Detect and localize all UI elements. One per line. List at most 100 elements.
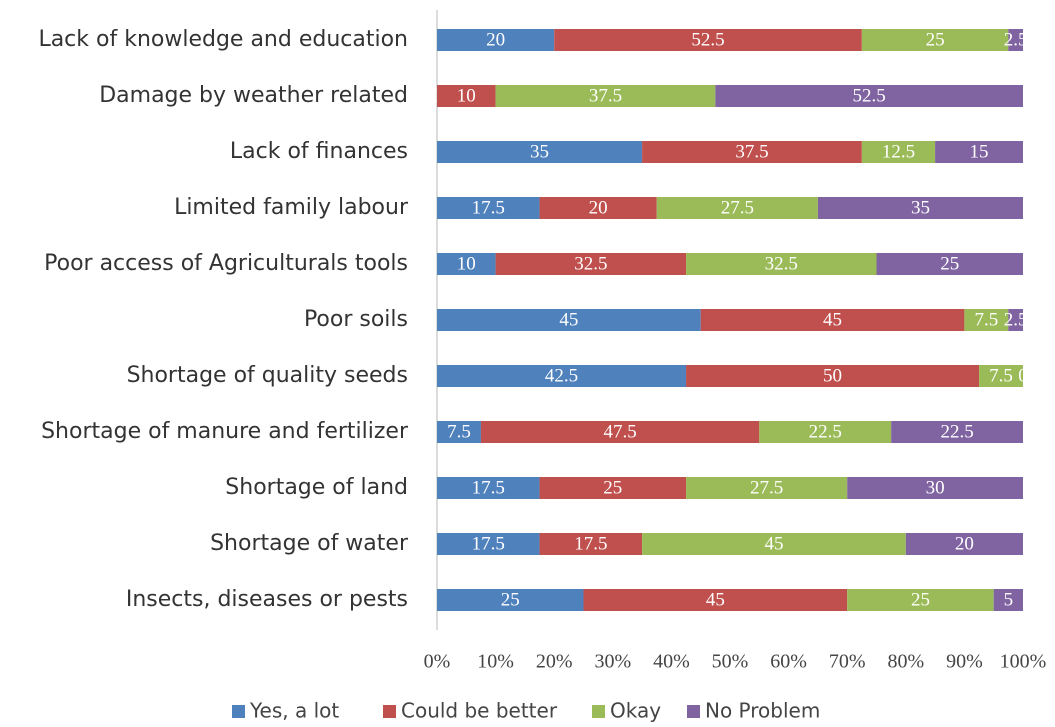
- bar-segment: [935, 141, 1023, 163]
- bar-segment: [847, 589, 994, 611]
- bar-segment: [437, 29, 555, 51]
- bar-segment: [554, 29, 862, 51]
- bar-segment: [979, 365, 1023, 387]
- value-label: 17.5: [472, 197, 505, 218]
- x-tick-label: 100%: [1000, 651, 1047, 673]
- category-label: Insects, diseases or pests: [126, 587, 408, 612]
- legend-label: Could be better: [401, 699, 558, 723]
- bar-segment: [642, 141, 862, 163]
- legend-swatch: [687, 705, 700, 718]
- value-label: 37.5: [589, 85, 622, 106]
- x-tick-label: 60%: [770, 651, 807, 673]
- value-label: 45: [559, 309, 578, 330]
- value-label: 32.5: [574, 253, 607, 274]
- value-label: 27.5: [750, 477, 783, 498]
- bar-segment: [539, 197, 657, 219]
- value-label: 20: [955, 533, 974, 554]
- bar-segment: [495, 85, 716, 107]
- value-label: 32.5: [765, 253, 798, 274]
- bar-segment: [891, 421, 1023, 443]
- legend-label: Yes, a lot: [249, 699, 339, 723]
- bar-segment: [1008, 29, 1023, 51]
- bar-segment: [495, 253, 687, 275]
- x-tick-label: 80%: [887, 651, 924, 673]
- value-label: 30: [926, 477, 945, 498]
- bar-segment: [642, 533, 906, 555]
- bar-segment: [437, 253, 496, 275]
- legend-swatch: [592, 705, 605, 718]
- value-label: 7.5: [975, 309, 999, 330]
- value-label: 15: [970, 141, 989, 162]
- bar-segment: [437, 309, 701, 331]
- legend-label: No Problem: [705, 699, 820, 723]
- value-label: 47.5: [604, 421, 637, 442]
- bar-segment: [437, 589, 584, 611]
- category-label: Damage by weather related: [99, 83, 408, 108]
- bar-segment: [437, 421, 481, 443]
- value-label: 50: [823, 365, 842, 386]
- value-label: 17.5: [472, 477, 505, 498]
- bar-segment: [437, 141, 643, 163]
- value-label: 2.5: [1004, 309, 1028, 330]
- value-label: 45: [823, 309, 842, 330]
- value-label: 27.5: [721, 197, 754, 218]
- bar-segment: [437, 477, 540, 499]
- x-tick-label: 40%: [653, 651, 690, 673]
- bar-segment: [1008, 309, 1023, 331]
- category-label: Poor access of Agriculturals tools: [44, 251, 408, 276]
- bar-segment: [993, 589, 1023, 611]
- category-label: Lack of finances: [230, 139, 408, 164]
- value-label: 45: [764, 533, 783, 554]
- bar-segment: [583, 589, 848, 611]
- bar-segment: [905, 533, 1023, 555]
- bar-segment: [861, 29, 1009, 51]
- value-label: 25: [501, 589, 520, 610]
- bar-segment: [480, 421, 760, 443]
- value-label: 20: [486, 29, 505, 50]
- bar-segment: [656, 197, 818, 219]
- bar-segment: [437, 365, 687, 387]
- value-label: 45: [706, 589, 725, 610]
- bar-segment: [964, 309, 1009, 331]
- bar-segment: [817, 197, 1023, 219]
- bar-segment: [437, 533, 540, 555]
- value-label: 7.5: [447, 421, 471, 442]
- x-tick-label: 10%: [477, 651, 514, 673]
- value-label: 35: [530, 141, 549, 162]
- bar-segment: [759, 421, 892, 443]
- x-tick-label: 90%: [946, 651, 983, 673]
- value-label: 25: [911, 589, 930, 610]
- value-label: 7.5: [989, 365, 1013, 386]
- value-label: 5: [1004, 589, 1014, 610]
- legend-label: Okay: [610, 699, 661, 723]
- category-label: Lack of knowledge and education: [38, 27, 408, 52]
- value-label: 20: [589, 197, 608, 218]
- value-label: 25: [940, 253, 959, 274]
- bar-segment: [876, 253, 1023, 275]
- category-label: Shortage of water: [210, 531, 409, 556]
- value-label: 10: [457, 85, 476, 106]
- x-tick-label: 30%: [594, 651, 631, 673]
- value-label: 52.5: [853, 85, 886, 106]
- value-label: 25: [603, 477, 622, 498]
- value-label: 22.5: [809, 421, 842, 442]
- value-label: 22.5: [940, 421, 973, 442]
- value-label: 25: [926, 29, 945, 50]
- bar-segment: [539, 477, 687, 499]
- x-tick-label: 50%: [712, 651, 749, 673]
- category-label: Shortage of land: [225, 475, 408, 500]
- bar-segment: [700, 309, 965, 331]
- value-label: 35: [911, 197, 930, 218]
- bar-segment: [437, 197, 540, 219]
- category-label: Poor soils: [304, 307, 408, 332]
- bar-segment: [715, 85, 1023, 107]
- value-label: 52.5: [691, 29, 724, 50]
- value-label: 17.5: [472, 533, 505, 554]
- value-label: 37.5: [735, 141, 768, 162]
- bar-segment: [437, 85, 496, 107]
- bar-segment: [861, 141, 936, 163]
- value-label: 2.5: [1004, 29, 1028, 50]
- bar-segment: [539, 533, 643, 555]
- category-label: Limited family labour: [174, 195, 409, 220]
